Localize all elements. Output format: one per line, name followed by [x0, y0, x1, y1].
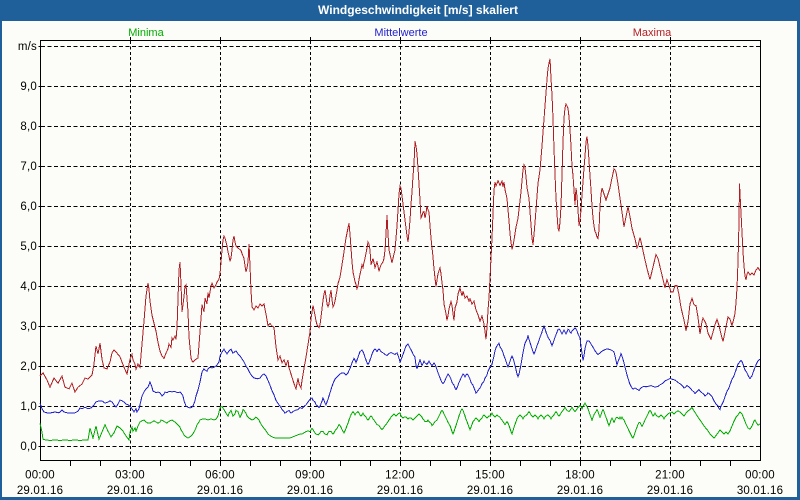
- svg-text:12:00: 12:00: [385, 470, 415, 482]
- svg-text:7,0: 7,0: [20, 161, 37, 173]
- svg-text:8,0: 8,0: [20, 121, 37, 133]
- svg-text:29.01.16: 29.01.16: [467, 485, 513, 497]
- svg-text:30.01.16: 30.01.16: [737, 485, 783, 497]
- svg-text:29.01.16: 29.01.16: [557, 485, 603, 497]
- svg-text:29.01.16: 29.01.16: [377, 485, 423, 497]
- svg-text:9,0: 9,0: [20, 81, 37, 93]
- svg-text:5,0: 5,0: [20, 241, 37, 253]
- svg-text:29.01.16: 29.01.16: [17, 485, 63, 497]
- svg-text:29.01.16: 29.01.16: [197, 485, 243, 497]
- svg-text:00:00: 00:00: [25, 470, 55, 482]
- svg-text:0,0: 0,0: [20, 441, 37, 453]
- svg-text:3,0: 3,0: [20, 321, 37, 333]
- svg-text:15:00: 15:00: [475, 470, 505, 482]
- svg-text:6,0: 6,0: [20, 201, 37, 213]
- svg-text:Minima: Minima: [128, 27, 164, 39]
- svg-text:29.01.16: 29.01.16: [287, 485, 333, 497]
- svg-text:m/s: m/s: [18, 41, 37, 53]
- svg-text:1,0: 1,0: [20, 401, 37, 413]
- svg-text:Windgeschwindigkeit [m/s] skal: Windgeschwindigkeit [m/s] skaliert: [318, 3, 518, 17]
- svg-text:06:00: 06:00: [205, 470, 235, 482]
- svg-text:Mittelwerte: Mittelwerte: [374, 27, 427, 39]
- svg-text:09:00: 09:00: [295, 470, 325, 482]
- svg-text:03:00: 03:00: [115, 470, 145, 482]
- svg-text:2,0: 2,0: [20, 361, 37, 373]
- svg-text:00:00: 00:00: [745, 470, 775, 482]
- svg-text:18:00: 18:00: [565, 470, 595, 482]
- svg-text:29.01.16: 29.01.16: [647, 485, 693, 497]
- svg-text:29.01.16: 29.01.16: [107, 485, 153, 497]
- svg-text:Maxima: Maxima: [633, 27, 672, 39]
- svg-text:21:00: 21:00: [655, 470, 685, 482]
- svg-text:4,0: 4,0: [20, 281, 37, 293]
